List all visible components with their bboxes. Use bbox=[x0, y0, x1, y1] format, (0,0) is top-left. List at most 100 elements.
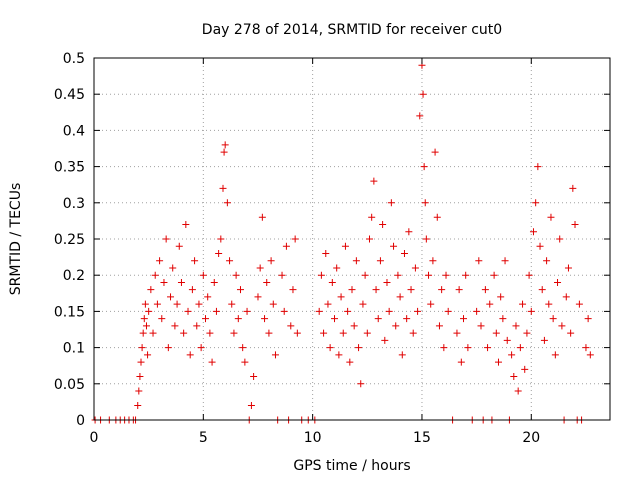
data-point bbox=[142, 322, 150, 330]
y-tick-label: 0.4 bbox=[63, 123, 85, 139]
data-point bbox=[431, 148, 439, 156]
data-point bbox=[344, 307, 352, 315]
y-tick-label: 0.25 bbox=[54, 232, 85, 248]
data-point bbox=[333, 264, 341, 272]
grid-lines bbox=[94, 58, 610, 420]
data-point bbox=[427, 300, 435, 308]
data-point bbox=[328, 278, 336, 286]
data-point bbox=[484, 344, 492, 352]
y-tick-label: 0.35 bbox=[54, 160, 85, 176]
data-point bbox=[547, 213, 555, 221]
data-point bbox=[184, 307, 192, 315]
data-point bbox=[407, 286, 415, 294]
data-point bbox=[289, 286, 297, 294]
data-point bbox=[348, 286, 356, 294]
y-tick-label: 0.05 bbox=[54, 377, 85, 393]
data-point bbox=[365, 235, 373, 243]
data-point bbox=[136, 373, 144, 381]
data-point bbox=[326, 344, 334, 352]
data-point bbox=[383, 278, 391, 286]
data-point bbox=[243, 307, 251, 315]
data-point bbox=[167, 293, 175, 301]
data-point bbox=[250, 373, 258, 381]
data-point bbox=[221, 141, 229, 149]
data-point bbox=[567, 329, 575, 337]
x-tick-label: 20 bbox=[522, 430, 540, 446]
data-point bbox=[385, 307, 393, 315]
x-tick-label: 10 bbox=[304, 430, 322, 446]
data-point bbox=[149, 329, 157, 337]
data-point bbox=[525, 271, 533, 279]
x-tick-label: 15 bbox=[413, 430, 431, 446]
data-point bbox=[173, 300, 181, 308]
data-point bbox=[411, 264, 419, 272]
data-point bbox=[381, 336, 389, 344]
data-point bbox=[368, 213, 376, 221]
data-point bbox=[317, 271, 325, 279]
data-point bbox=[177, 278, 185, 286]
data-point bbox=[409, 329, 417, 337]
data-point bbox=[444, 307, 452, 315]
data-point bbox=[134, 402, 142, 410]
data-point bbox=[212, 307, 220, 315]
data-point bbox=[315, 307, 323, 315]
data-point bbox=[256, 264, 264, 272]
data-point bbox=[420, 163, 428, 171]
data-point bbox=[145, 307, 153, 315]
data-point bbox=[516, 344, 524, 352]
data-point bbox=[540, 336, 548, 344]
data-point bbox=[139, 329, 147, 337]
data-point bbox=[175, 242, 183, 250]
data-point bbox=[282, 242, 290, 250]
data-point bbox=[481, 286, 489, 294]
data-point bbox=[271, 351, 279, 359]
data-point bbox=[405, 228, 413, 236]
data-point bbox=[171, 322, 179, 330]
data-point bbox=[206, 329, 214, 337]
data-point bbox=[462, 271, 470, 279]
data-point bbox=[464, 344, 472, 352]
data-point bbox=[419, 90, 427, 98]
data-point bbox=[512, 322, 520, 330]
data-point bbox=[138, 344, 146, 352]
data-point bbox=[182, 221, 190, 229]
y-tick-label: 0.5 bbox=[63, 51, 85, 67]
data-point bbox=[357, 380, 365, 388]
y-axis-label: SRMTID / TECUs bbox=[8, 183, 24, 296]
data-point bbox=[164, 344, 172, 352]
data-point bbox=[331, 315, 339, 323]
data-point bbox=[400, 249, 408, 257]
data-point bbox=[503, 336, 511, 344]
data-point bbox=[265, 329, 273, 337]
data-point bbox=[558, 322, 566, 330]
y-tick-label: 0.15 bbox=[54, 304, 85, 320]
data-point bbox=[403, 315, 411, 323]
data-point bbox=[236, 286, 244, 294]
chart-title: Day 278 of 2014, SRMTID for receiver cut… bbox=[202, 22, 502, 38]
data-point bbox=[335, 351, 343, 359]
data-point bbox=[267, 257, 275, 265]
y-tick-label: 0 bbox=[76, 413, 85, 429]
data-point bbox=[396, 293, 404, 301]
data-point bbox=[429, 257, 437, 265]
data-point bbox=[162, 235, 170, 243]
data-point bbox=[137, 358, 145, 366]
data-point bbox=[494, 358, 502, 366]
data-point bbox=[549, 315, 557, 323]
data-point bbox=[529, 228, 537, 236]
data-point bbox=[197, 344, 205, 352]
data-point bbox=[359, 300, 367, 308]
data-point bbox=[536, 242, 544, 250]
data-point bbox=[551, 351, 559, 359]
data-point bbox=[374, 315, 382, 323]
data-point bbox=[363, 329, 371, 337]
data-point bbox=[220, 148, 228, 156]
data-point bbox=[416, 112, 424, 120]
data-point bbox=[543, 257, 551, 265]
data-point bbox=[169, 264, 177, 272]
data-point bbox=[254, 293, 262, 301]
data-point bbox=[499, 315, 507, 323]
data-point bbox=[193, 322, 201, 330]
data-point bbox=[160, 278, 168, 286]
